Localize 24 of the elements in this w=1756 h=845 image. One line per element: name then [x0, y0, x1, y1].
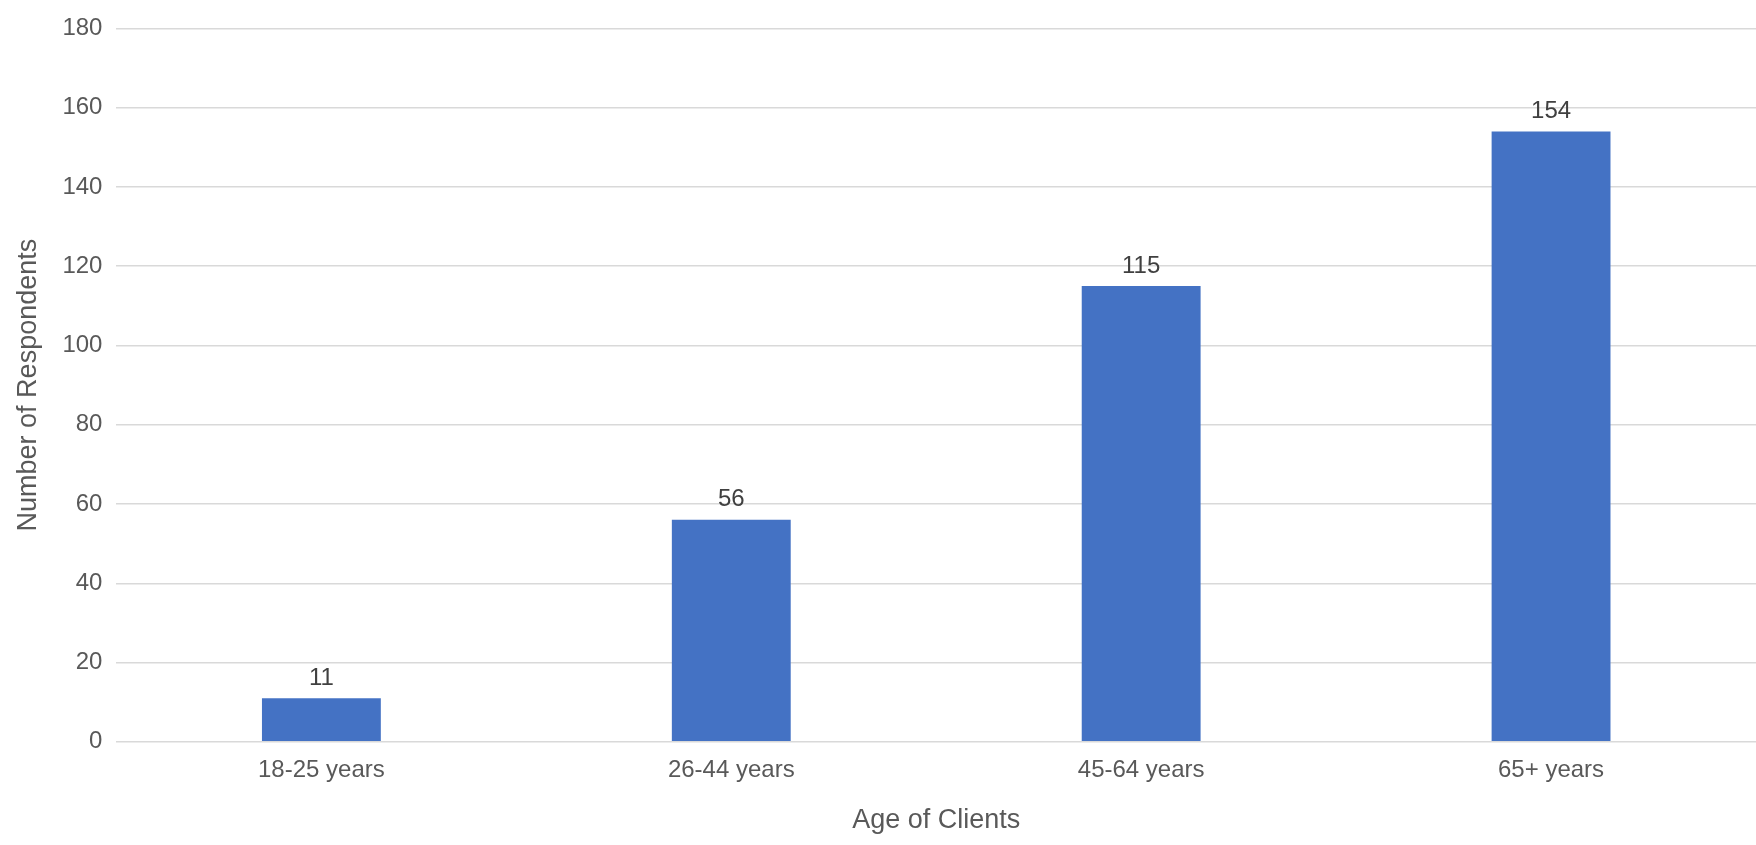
- y-tick-label: 180: [62, 13, 103, 41]
- y-tick-label: 40: [75, 567, 103, 595]
- y-tick-label: 80: [75, 409, 103, 437]
- data-label: 154: [1531, 96, 1572, 124]
- bar: [671, 519, 791, 742]
- y-tick-label: 100: [62, 330, 103, 358]
- y-tick-label: 0: [89, 726, 103, 754]
- y-tick-label: 120: [62, 250, 103, 278]
- y-axis-title: Number of Respondents: [11, 238, 42, 532]
- data-label: 115: [1122, 250, 1161, 278]
- data-label: 11: [308, 662, 334, 690]
- y-tick-label: 140: [62, 171, 103, 199]
- x-tick-label: 18-25 years: [258, 754, 385, 782]
- bar: [261, 698, 381, 742]
- y-tick-label: 60: [75, 488, 103, 516]
- x-axis-title: Age of Clients: [852, 804, 1021, 835]
- y-tick-label: 160: [62, 92, 103, 120]
- x-tick-label: 45-64 years: [1077, 754, 1205, 782]
- bar: [1081, 286, 1201, 742]
- y-tick-label: 20: [75, 647, 103, 675]
- x-tick-label: 65+ years: [1498, 754, 1605, 782]
- x-tick-label: 26-44 years: [667, 754, 795, 782]
- data-label: 56: [717, 484, 745, 512]
- bar: [1491, 131, 1611, 742]
